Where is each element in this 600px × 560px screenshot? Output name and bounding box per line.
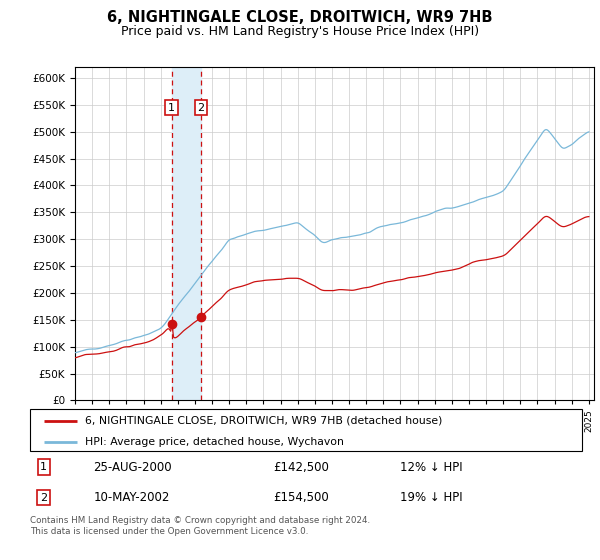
FancyBboxPatch shape	[30, 409, 582, 451]
Text: 10-MAY-2002: 10-MAY-2002	[94, 491, 170, 504]
Text: £154,500: £154,500	[273, 491, 329, 504]
Text: 6, NIGHTINGALE CLOSE, DROITWICH, WR9 7HB (detached house): 6, NIGHTINGALE CLOSE, DROITWICH, WR9 7HB…	[85, 416, 443, 426]
Text: 19% ↓ HPI: 19% ↓ HPI	[400, 491, 463, 504]
Text: 2: 2	[40, 493, 47, 503]
Bar	[172, 67, 201, 400]
Text: 25-AUG-2000: 25-AUG-2000	[94, 461, 172, 474]
Text: 1: 1	[168, 102, 175, 113]
Text: 6, NIGHTINGALE CLOSE, DROITWICH, WR9 7HB: 6, NIGHTINGALE CLOSE, DROITWICH, WR9 7HB	[107, 10, 493, 25]
Text: HPI: Average price, detached house, Wychavon: HPI: Average price, detached house, Wych…	[85, 437, 344, 446]
Text: 12% ↓ HPI: 12% ↓ HPI	[400, 461, 463, 474]
Text: Contains HM Land Registry data © Crown copyright and database right 2024.
This d: Contains HM Land Registry data © Crown c…	[30, 516, 370, 536]
Text: £142,500: £142,500	[273, 461, 329, 474]
Text: 1: 1	[40, 462, 47, 472]
Text: Price paid vs. HM Land Registry's House Price Index (HPI): Price paid vs. HM Land Registry's House …	[121, 25, 479, 38]
Text: 2: 2	[197, 102, 205, 113]
